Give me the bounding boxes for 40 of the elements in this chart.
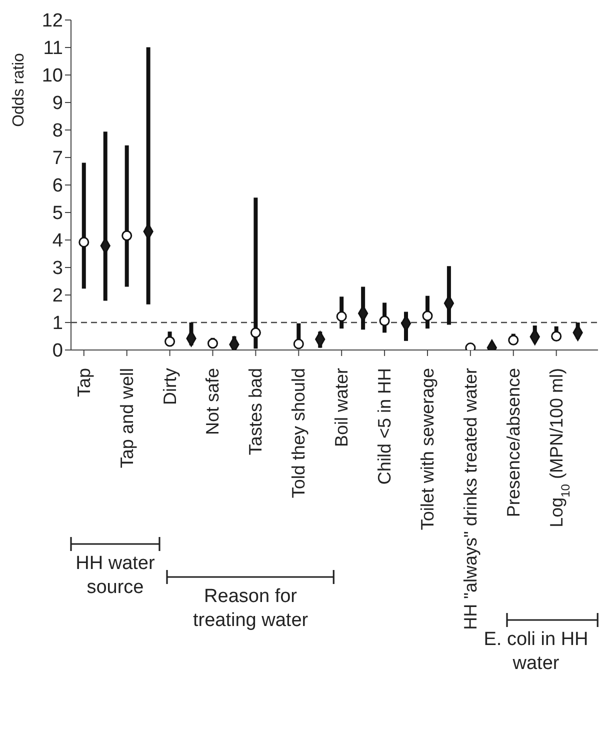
y-tick-label: 0 — [52, 340, 63, 362]
point — [422, 310, 433, 322]
x-tick-label: Boil water — [332, 368, 352, 448]
point — [207, 338, 218, 349]
y-axis-title: Odds ratio — [10, 52, 28, 127]
y-tick-label: 4 — [52, 230, 64, 252]
y-tick-label: 9 — [52, 93, 63, 114]
point — [78, 236, 90, 248]
x-tick-label: HH "always" drinks treated water — [460, 368, 480, 630]
y-tick-label: 10 — [42, 66, 63, 87]
x-tick-label: Child <5 in HH — [374, 368, 395, 485]
y-tick-label: 12 — [42, 10, 63, 32]
point — [293, 338, 304, 350]
point — [336, 311, 347, 322]
text: HH water source — [74, 552, 156, 600]
point — [508, 334, 519, 346]
y-tick-label: 1 — [52, 313, 63, 334]
y-tick-label: 7 — [52, 148, 63, 170]
point — [164, 336, 176, 347]
point — [551, 330, 562, 342]
y-tick-label: 6 — [52, 176, 63, 197]
point — [122, 230, 132, 241]
y-tick-label: 11 — [43, 38, 63, 60]
point — [229, 336, 240, 350]
x-tick-label: Dirty — [160, 368, 180, 405]
x-tick-label: Tap — [74, 368, 94, 398]
x-tick-label: Tap and well — [116, 368, 137, 468]
y-tick-label: 5 — [52, 203, 63, 224]
x-tick-label: Tastes bad — [246, 368, 266, 456]
x-tick-label: Toilet with sewerage — [417, 368, 438, 530]
point — [379, 316, 390, 326]
text: E. coli in HH water — [482, 628, 590, 676]
y-tick-label: 2 — [52, 286, 63, 307]
text: Reason for treating water — [192, 585, 310, 633]
point — [250, 327, 261, 338]
x-tick-label: Told they should — [288, 368, 309, 498]
x-tick-label: Presence/absence — [503, 368, 524, 518]
y-tick-label: 3 — [52, 258, 63, 280]
x-tick-label: Not safe — [202, 368, 223, 436]
y-tick-label: 8 — [52, 120, 63, 142]
